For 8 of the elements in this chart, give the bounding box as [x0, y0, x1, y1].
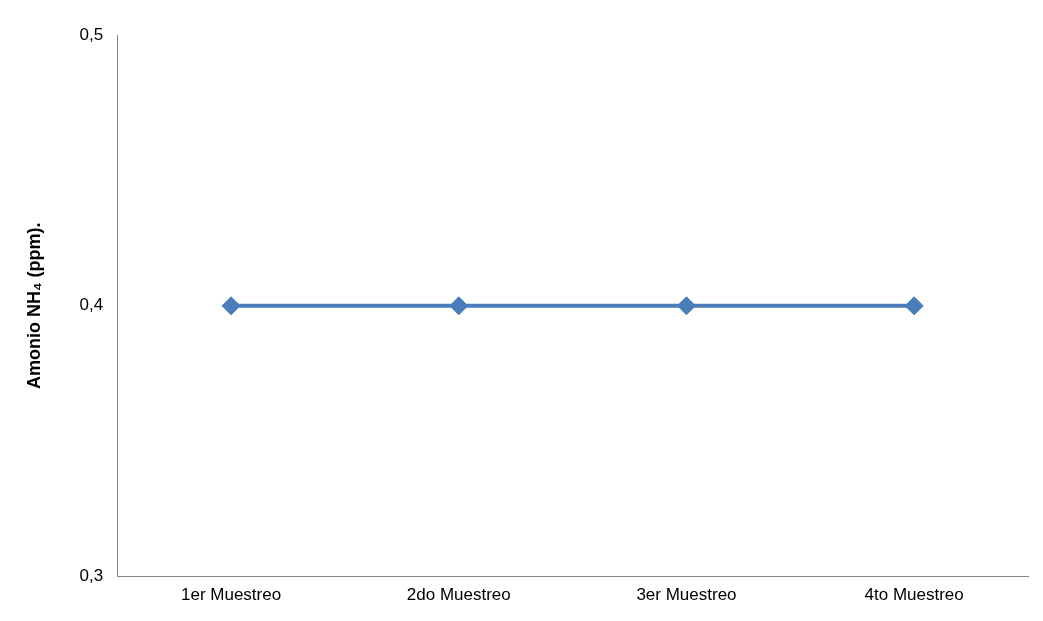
- y-axis-title: Amonio NH₄ (ppm).: [23, 222, 44, 390]
- x-tick-label: 4to Muestreo: [864, 585, 964, 605]
- x-tick-label: 3er Muestreo: [636, 585, 737, 605]
- y-tick-label: 0,4: [79, 295, 104, 315]
- y-tick-label: 0,5: [79, 24, 104, 44]
- x-tick-label: 1er Muestreo: [180, 585, 282, 605]
- y-tick-label: 0,3: [79, 566, 104, 586]
- x-tick-label: 2do Muestreo: [406, 585, 511, 605]
